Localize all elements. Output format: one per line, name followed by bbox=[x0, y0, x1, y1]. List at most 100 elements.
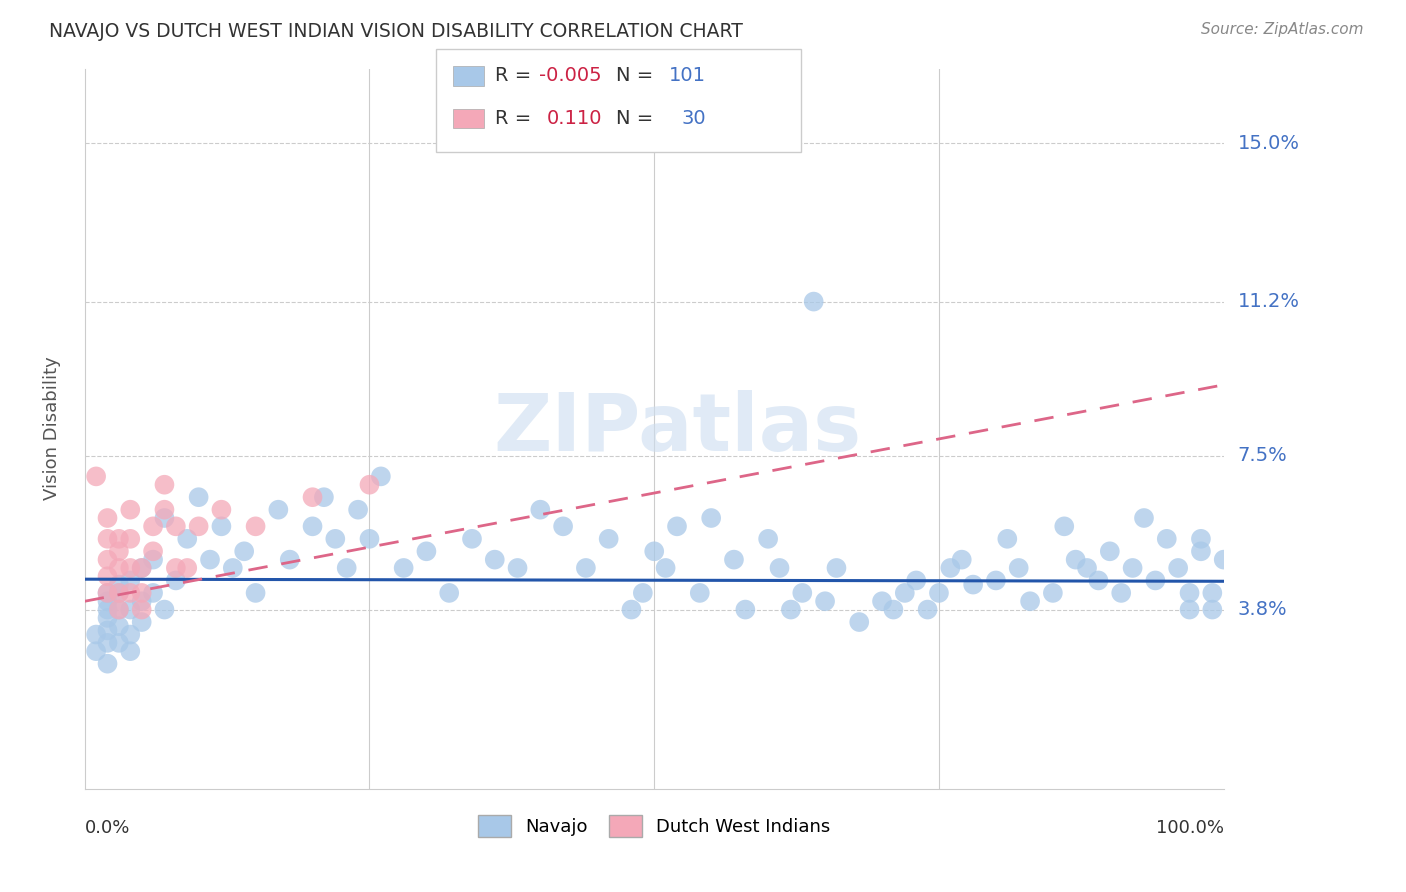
Point bbox=[1144, 574, 1167, 588]
Point bbox=[108, 544, 131, 558]
Point bbox=[950, 552, 973, 566]
Point bbox=[312, 490, 335, 504]
Y-axis label: Vision Disability: Vision Disability bbox=[44, 357, 60, 500]
Point bbox=[575, 561, 598, 575]
Point bbox=[928, 586, 950, 600]
Point bbox=[142, 552, 165, 566]
Point bbox=[96, 552, 118, 566]
Text: 11.2%: 11.2% bbox=[1237, 292, 1299, 311]
Point bbox=[620, 602, 643, 616]
Point bbox=[187, 490, 209, 504]
Point bbox=[222, 561, 245, 575]
Point bbox=[336, 561, 359, 575]
Point bbox=[176, 561, 198, 575]
Point bbox=[245, 519, 267, 533]
Point bbox=[187, 519, 209, 533]
Point bbox=[131, 561, 153, 575]
Point bbox=[1076, 561, 1098, 575]
Point bbox=[1167, 561, 1189, 575]
Point bbox=[96, 586, 118, 600]
Point bbox=[1019, 594, 1042, 608]
Point bbox=[120, 502, 142, 516]
Point bbox=[108, 586, 131, 600]
Point bbox=[84, 469, 107, 483]
Legend: Navajo, Dutch West Indians: Navajo, Dutch West Indians bbox=[471, 808, 838, 845]
Text: R =: R = bbox=[495, 109, 531, 128]
Text: R =: R = bbox=[495, 66, 531, 86]
Text: ZIPatlas: ZIPatlas bbox=[494, 390, 860, 467]
Point bbox=[108, 561, 131, 575]
Point bbox=[153, 477, 176, 491]
Point bbox=[278, 552, 301, 566]
Point bbox=[666, 519, 689, 533]
Point bbox=[96, 586, 118, 600]
Point bbox=[917, 602, 939, 616]
Point bbox=[643, 544, 665, 558]
Point bbox=[1053, 519, 1076, 533]
Point bbox=[131, 602, 153, 616]
Point bbox=[84, 627, 107, 641]
Point bbox=[437, 586, 460, 600]
Point bbox=[301, 490, 323, 504]
Point bbox=[723, 552, 745, 566]
Text: 30: 30 bbox=[681, 109, 706, 128]
Text: 7.5%: 7.5% bbox=[1237, 446, 1288, 465]
Point bbox=[1042, 586, 1064, 600]
Point bbox=[734, 602, 756, 616]
Point bbox=[176, 532, 198, 546]
Point bbox=[120, 627, 142, 641]
Point bbox=[529, 502, 551, 516]
Point bbox=[1201, 586, 1223, 600]
Point bbox=[654, 561, 676, 575]
Point bbox=[233, 544, 256, 558]
Point bbox=[120, 574, 142, 588]
Point bbox=[803, 294, 825, 309]
Point bbox=[165, 574, 187, 588]
Point bbox=[780, 602, 803, 616]
Point bbox=[198, 552, 221, 566]
Point bbox=[245, 586, 267, 600]
Point bbox=[84, 644, 107, 658]
Point bbox=[461, 532, 484, 546]
Point bbox=[131, 615, 153, 629]
Point bbox=[108, 532, 131, 546]
Text: NAVAJO VS DUTCH WEST INDIAN VISION DISABILITY CORRELATION CHART: NAVAJO VS DUTCH WEST INDIAN VISION DISAB… bbox=[49, 22, 744, 41]
Point bbox=[792, 586, 814, 600]
Text: Source: ZipAtlas.com: Source: ZipAtlas.com bbox=[1201, 22, 1364, 37]
Point bbox=[768, 561, 790, 575]
Text: 0.110: 0.110 bbox=[547, 109, 602, 128]
Point bbox=[359, 477, 381, 491]
Point bbox=[96, 624, 118, 638]
Point bbox=[415, 544, 437, 558]
Point bbox=[848, 615, 870, 629]
Point bbox=[995, 532, 1018, 546]
Point bbox=[153, 602, 176, 616]
Point bbox=[814, 594, 837, 608]
Point bbox=[96, 532, 118, 546]
Point bbox=[1178, 586, 1201, 600]
Text: -0.005: -0.005 bbox=[538, 66, 602, 86]
Point bbox=[1133, 511, 1156, 525]
Point bbox=[131, 586, 153, 600]
Point bbox=[1122, 561, 1144, 575]
Point bbox=[96, 636, 118, 650]
Point bbox=[553, 519, 575, 533]
Point bbox=[96, 511, 118, 525]
Point bbox=[700, 511, 723, 525]
Point bbox=[1201, 602, 1223, 616]
Point bbox=[1098, 544, 1121, 558]
Point bbox=[905, 574, 928, 588]
Point bbox=[120, 532, 142, 546]
Point bbox=[939, 561, 962, 575]
Point bbox=[347, 502, 370, 516]
Point bbox=[689, 586, 711, 600]
Point bbox=[1189, 532, 1212, 546]
Point bbox=[153, 511, 176, 525]
Point bbox=[267, 502, 290, 516]
Text: N =: N = bbox=[616, 66, 652, 86]
Point bbox=[484, 552, 506, 566]
Point bbox=[370, 469, 392, 483]
Point bbox=[96, 569, 118, 583]
Text: 0.0%: 0.0% bbox=[84, 819, 131, 837]
Text: N =: N = bbox=[616, 109, 652, 128]
